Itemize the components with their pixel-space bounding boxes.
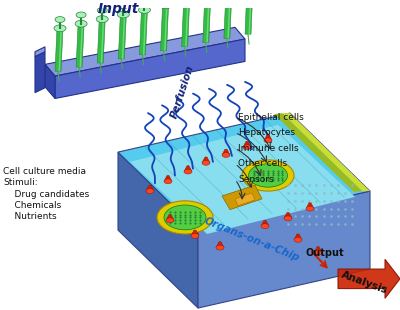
Polygon shape — [118, 152, 198, 308]
Polygon shape — [203, 0, 211, 42]
Polygon shape — [185, 1, 189, 46]
Polygon shape — [243, 141, 251, 147]
Polygon shape — [35, 52, 45, 93]
Ellipse shape — [140, 0, 150, 4]
Ellipse shape — [202, 160, 210, 165]
Ellipse shape — [166, 218, 174, 223]
Polygon shape — [166, 215, 174, 220]
Polygon shape — [182, 1, 190, 46]
Ellipse shape — [160, 2, 172, 9]
Ellipse shape — [261, 224, 269, 228]
Polygon shape — [55, 28, 63, 71]
Ellipse shape — [181, 0, 193, 4]
Text: Organs-on-a-Chip: Organs-on-a-Chip — [203, 216, 301, 264]
Polygon shape — [76, 24, 84, 67]
Polygon shape — [164, 175, 172, 181]
Text: Other cells: Other cells — [238, 159, 287, 168]
Text: Perfusion: Perfusion — [170, 64, 196, 120]
Text: Output: Output — [305, 249, 344, 259]
Polygon shape — [118, 15, 126, 59]
Polygon shape — [338, 259, 400, 298]
Ellipse shape — [97, 7, 107, 13]
Polygon shape — [191, 230, 199, 236]
Text: Input: Input — [97, 2, 139, 16]
Text: Chemicals: Chemicals — [3, 201, 61, 210]
Ellipse shape — [96, 16, 108, 23]
Text: Cell culture media: Cell culture media — [3, 167, 86, 176]
Text: Immune cells: Immune cells — [238, 144, 299, 153]
Ellipse shape — [117, 11, 129, 18]
Polygon shape — [122, 15, 125, 59]
Polygon shape — [248, 0, 252, 34]
Ellipse shape — [243, 145, 251, 150]
Polygon shape — [164, 5, 168, 51]
Polygon shape — [306, 203, 314, 209]
Polygon shape — [274, 113, 362, 192]
Polygon shape — [45, 27, 245, 76]
Polygon shape — [282, 113, 370, 191]
Ellipse shape — [157, 201, 213, 234]
Ellipse shape — [54, 25, 66, 32]
Ellipse shape — [138, 7, 150, 13]
Polygon shape — [206, 0, 210, 42]
Polygon shape — [227, 0, 231, 38]
Polygon shape — [222, 185, 262, 210]
Ellipse shape — [216, 245, 224, 250]
Text: Nutrients: Nutrients — [3, 211, 57, 220]
Polygon shape — [45, 64, 55, 99]
Ellipse shape — [264, 138, 272, 143]
Text: Sensors: Sensors — [238, 175, 274, 184]
FancyArrowPatch shape — [312, 252, 326, 267]
Ellipse shape — [164, 205, 206, 230]
Ellipse shape — [184, 169, 192, 174]
Polygon shape — [143, 10, 146, 55]
Ellipse shape — [191, 233, 199, 238]
Text: Stimuli:: Stimuli: — [3, 179, 38, 188]
Polygon shape — [160, 5, 168, 51]
Polygon shape — [184, 166, 192, 172]
Polygon shape — [264, 135, 272, 140]
Polygon shape — [58, 28, 62, 71]
Polygon shape — [140, 10, 148, 55]
Polygon shape — [222, 149, 230, 155]
Ellipse shape — [76, 12, 86, 18]
Ellipse shape — [284, 216, 292, 221]
Polygon shape — [80, 24, 83, 67]
Ellipse shape — [164, 179, 172, 184]
Ellipse shape — [306, 206, 314, 211]
Ellipse shape — [222, 153, 230, 157]
Polygon shape — [198, 191, 370, 308]
Polygon shape — [216, 242, 224, 248]
Polygon shape — [261, 220, 269, 226]
Ellipse shape — [248, 164, 288, 187]
Polygon shape — [130, 125, 355, 234]
Polygon shape — [35, 47, 45, 57]
Text: Analysis: Analysis — [340, 270, 390, 296]
Ellipse shape — [75, 20, 87, 27]
Text: Drug candidates: Drug candidates — [3, 190, 89, 199]
Polygon shape — [55, 39, 245, 99]
Text: Epithelial cells: Epithelial cells — [238, 113, 304, 122]
Polygon shape — [146, 185, 154, 191]
Ellipse shape — [55, 17, 65, 22]
Polygon shape — [202, 157, 210, 163]
Ellipse shape — [118, 3, 128, 9]
Ellipse shape — [242, 160, 294, 191]
Ellipse shape — [314, 250, 322, 255]
Text: Hepatocytes: Hepatocytes — [238, 128, 295, 137]
Polygon shape — [294, 234, 302, 240]
Ellipse shape — [146, 189, 154, 193]
Polygon shape — [284, 213, 292, 218]
Ellipse shape — [294, 237, 302, 242]
Polygon shape — [224, 0, 232, 38]
Polygon shape — [245, 0, 253, 34]
Polygon shape — [118, 113, 370, 230]
Polygon shape — [314, 247, 322, 252]
Polygon shape — [101, 19, 104, 63]
Polygon shape — [97, 19, 105, 63]
Polygon shape — [235, 193, 255, 206]
